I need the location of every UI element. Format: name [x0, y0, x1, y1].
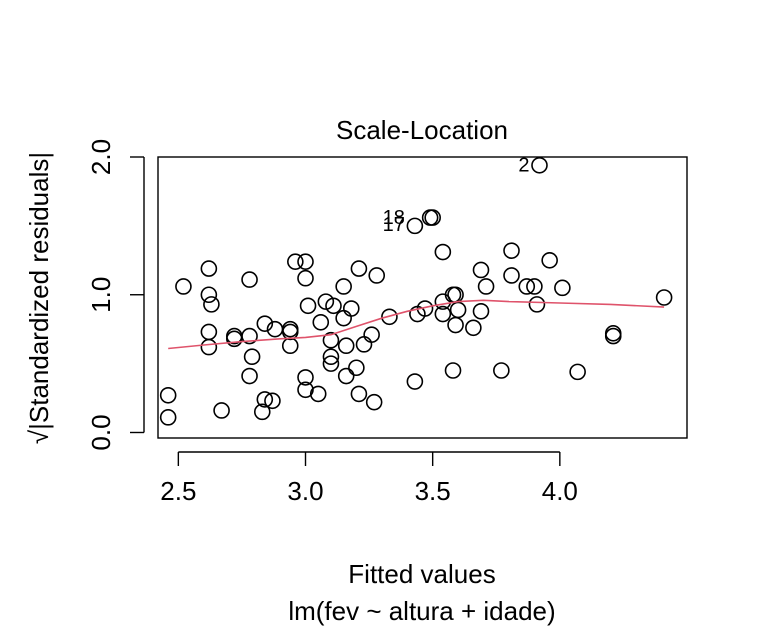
data-point — [342, 300, 360, 317]
data-point — [203, 296, 220, 313]
data-point — [381, 308, 398, 326]
data-point — [256, 315, 274, 332]
data-point — [350, 385, 368, 403]
data-point — [365, 393, 383, 411]
data-point — [317, 293, 335, 310]
point-annotation: 17 — [383, 214, 405, 236]
y-tick-label: 0.0 — [86, 414, 116, 450]
data-point — [159, 409, 177, 426]
data-point — [447, 316, 464, 334]
data-point — [241, 327, 258, 345]
data-point — [256, 391, 274, 408]
data-point — [297, 381, 314, 399]
data-point — [406, 373, 424, 390]
data-point — [531, 156, 548, 174]
y-tick-label: 1.0 — [86, 277, 116, 313]
data-point — [528, 296, 546, 313]
data-point — [363, 326, 380, 343]
data-point — [518, 278, 536, 295]
data-point — [465, 319, 482, 337]
data-point — [337, 337, 355, 355]
data-point — [200, 286, 218, 304]
data-point — [604, 327, 622, 345]
data-point — [281, 323, 299, 341]
data-point — [200, 338, 218, 356]
y-axis-label: √|Standardized residuals| — [24, 152, 54, 444]
data-point — [281, 337, 299, 355]
data-point — [213, 402, 230, 419]
data-point — [434, 305, 452, 323]
y-tick-label: 2.0 — [86, 139, 116, 175]
data-point — [337, 367, 355, 385]
chart-title: Scale-Location — [336, 115, 508, 145]
y-axis: 0.0 1.0 2.0 — [86, 139, 145, 451]
data-point — [477, 278, 495, 295]
data-point — [297, 369, 314, 386]
data-point — [444, 362, 462, 379]
data-point — [355, 336, 373, 353]
data-point — [297, 253, 314, 270]
data-point — [368, 267, 386, 284]
data-point — [241, 271, 258, 288]
smoother-line — [168, 299, 665, 350]
data-point — [350, 260, 368, 277]
data-point — [655, 289, 673, 306]
data-point — [243, 348, 261, 366]
plot-frame — [157, 156, 688, 439]
data-point — [335, 278, 352, 295]
data-point — [312, 313, 330, 331]
data-point — [309, 385, 327, 403]
data-point — [348, 359, 365, 377]
point-annotation: 2 — [518, 154, 529, 176]
data-point — [503, 242, 520, 259]
data-point — [503, 267, 520, 284]
data-point — [241, 367, 258, 385]
data-point — [322, 348, 340, 366]
data-point — [253, 403, 271, 421]
data-point — [322, 355, 340, 372]
data-point — [322, 331, 340, 349]
data-point — [406, 217, 424, 235]
data-point — [264, 392, 281, 410]
x-tick-label: 3.0 — [287, 476, 323, 506]
data-point — [299, 297, 317, 315]
data-point — [159, 386, 177, 404]
data-point — [541, 252, 558, 269]
point-annotation: 18 — [383, 207, 405, 229]
data-point — [200, 260, 218, 277]
x-axis-label: Fitted values — [348, 559, 495, 589]
data-point — [287, 253, 304, 270]
data-point — [554, 279, 571, 297]
data-point — [424, 209, 441, 226]
data-point — [526, 278, 543, 295]
x-tick-label: 4.0 — [542, 476, 578, 506]
data-point — [434, 243, 452, 261]
x-axis: 2.5 3.0 3.5 4.0 — [160, 451, 578, 506]
data-point — [449, 301, 467, 319]
data-point — [297, 269, 314, 287]
x-tick-label: 3.5 — [415, 476, 451, 506]
data-points — [159, 156, 673, 426]
data-point — [325, 297, 342, 315]
data-point — [175, 278, 192, 295]
data-point — [472, 302, 490, 320]
x-axis-sublabel: lm(fev ~ altura + idade) — [288, 596, 555, 626]
data-point — [335, 309, 352, 327]
data-point — [569, 363, 586, 381]
data-point — [472, 261, 490, 279]
data-point — [200, 323, 218, 341]
data-point — [493, 362, 510, 379]
x-tick-label: 2.5 — [160, 476, 196, 506]
